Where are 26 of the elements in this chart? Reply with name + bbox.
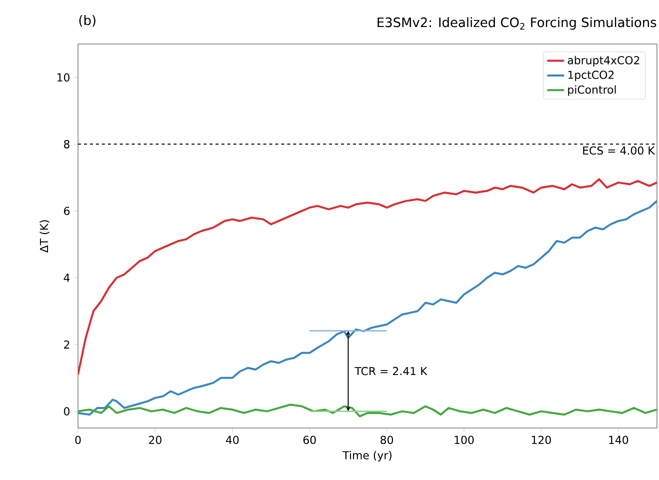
legend-label: 1pctCO2	[568, 70, 614, 82]
x-tick-label: 0	[75, 436, 81, 444]
x-tick-label: 100	[454, 436, 474, 444]
y-tick-label: 0	[64, 407, 70, 416]
line-series	[78, 404, 658, 418]
y-tick-label: 2	[64, 340, 70, 349]
x-axis-title: Time (yr)	[342, 450, 392, 462]
y-axis-title: ΔT (K)	[40, 220, 50, 253]
line-series	[78, 178, 658, 376]
y-tick-label: 10	[57, 73, 70, 82]
text: (b)	[79, 15, 96, 27]
y-tick-label: 4	[64, 274, 70, 282]
x-tick-label: 120	[532, 436, 551, 444]
x-tick-label: 80	[380, 436, 394, 444]
legend-label: abrupt4xCO2	[568, 56, 640, 66]
chart-title: E3SMv2: Idealized CO$_{2}$ Forcing Simulations	[378, 17, 656, 30]
y-tick-label: 6	[64, 206, 70, 216]
annotation: TCR = 2.41 K	[354, 366, 428, 376]
annotation: ECS = 4.00 K	[583, 146, 656, 155]
y-tick-label: 8	[64, 140, 70, 148]
x-tick-label: 20	[149, 436, 162, 444]
legend-label: piControl	[568, 85, 616, 96]
line-series	[78, 200, 658, 416]
x-tick-label: 140	[609, 436, 628, 444]
x-tick-label: 40	[226, 436, 239, 444]
x-tick-label: 60	[303, 436, 316, 444]
